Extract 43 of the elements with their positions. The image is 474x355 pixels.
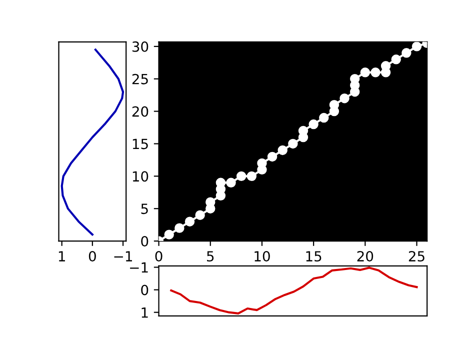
y-tick-label: 20 [132,106,148,117]
x-tick-label: 1 [58,251,65,262]
y-tick-label: 0 [141,236,148,247]
point [206,197,216,207]
point [288,138,298,149]
x-tick-label: 10 [254,251,270,262]
point [370,68,380,78]
point [184,216,195,226]
point [267,152,278,162]
point [298,126,308,136]
y-tick-label: 30 [132,41,148,52]
point [164,230,174,240]
point [246,171,257,182]
point [412,42,422,52]
y-tick-label: 10 [132,171,148,182]
y-tick-label: 15 [132,138,148,150]
y-tick-label: 1 [142,307,148,318]
point [236,171,246,182]
x-tick-label: 15 [306,251,322,262]
point [308,119,318,130]
line-series [170,266,418,315]
x-tick-label: 0 [155,251,162,262]
point [350,74,360,84]
y-tick-label: 0 [141,284,148,296]
point [391,54,401,64]
x-tick-label: 0 [88,251,96,262]
point [360,68,370,78]
point [195,210,205,220]
x-tick-label: 25 [408,251,424,262]
y-tick-label: −1 [130,262,148,273]
point [340,93,350,104]
x-tick-label: 5 [207,251,214,262]
point [329,100,340,110]
point [380,61,391,71]
point [174,223,184,233]
point [278,145,288,156]
point [319,112,329,123]
x-tick-label: 20 [357,251,374,262]
y-tick-label: 5 [141,204,148,214]
point [402,48,412,58]
x-tick-label: −1 [114,251,132,262]
y-tick-label: 25 [132,74,148,84]
point [226,178,236,188]
